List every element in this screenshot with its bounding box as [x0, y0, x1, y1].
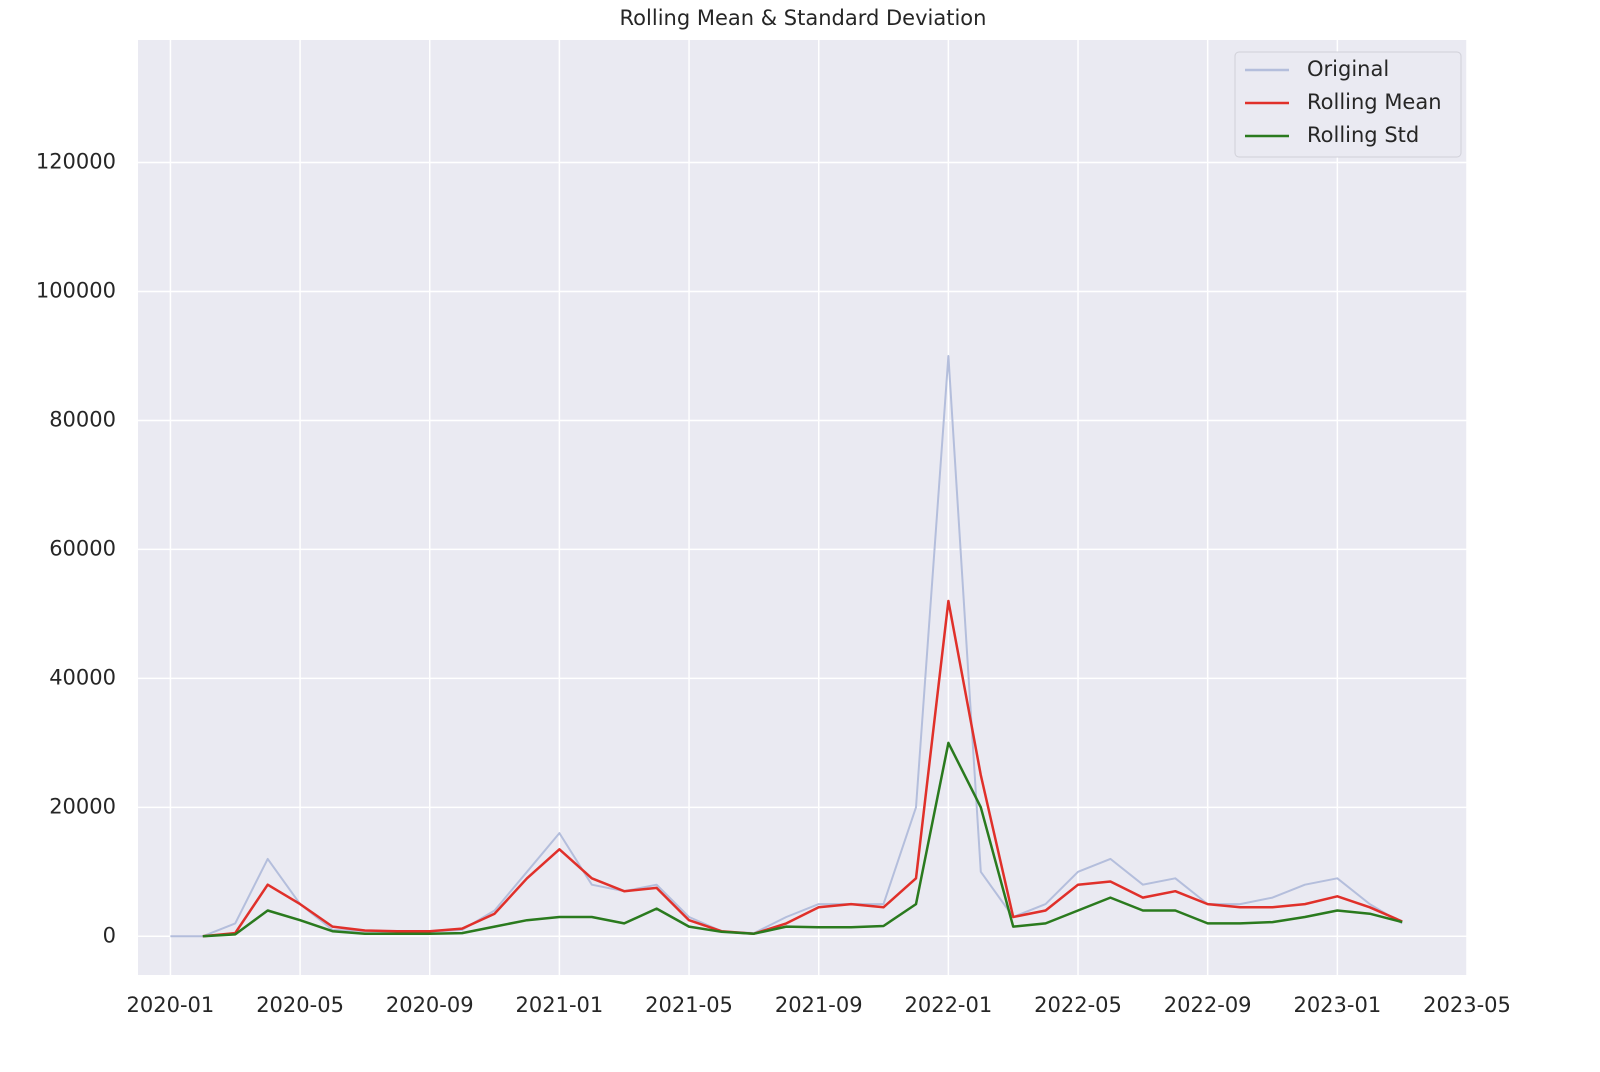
x-tick-label: 2020-09 — [386, 993, 474, 1017]
x-tick-label: 2022-01 — [904, 993, 992, 1017]
legend-box — [1234, 51, 1462, 158]
series-line — [202, 599, 1403, 938]
y-tick-label: 20000 — [49, 794, 116, 818]
x-tick-label: 2020-05 — [256, 993, 344, 1017]
x-tick-label: 2021-09 — [775, 993, 863, 1017]
x-tick-label: 2023-01 — [1293, 993, 1381, 1017]
y-tick-label: 40000 — [49, 665, 116, 689]
series-line — [202, 741, 1403, 938]
y-tick-label: 0 — [103, 923, 116, 947]
plot-area — [138, 40, 1467, 975]
y-tick-label: 60000 — [49, 536, 116, 560]
y-tick-label: 100000 — [36, 278, 116, 302]
x-tick-label: 2022-09 — [1164, 993, 1252, 1017]
y-tick-label: 80000 — [49, 407, 116, 431]
legend-label: Rolling Std — [1307, 123, 1419, 147]
x-tick-label: 2020-01 — [127, 993, 215, 1017]
x-tick-label: 2022-05 — [1034, 993, 1122, 1017]
chart-title: Rolling Mean & Standard Deviation — [620, 6, 987, 30]
legend-label: Rolling Mean — [1307, 90, 1442, 114]
x-tick-label: 2021-01 — [516, 993, 604, 1017]
x-tick-label: 2021-05 — [645, 993, 733, 1017]
legend-label: Original — [1307, 57, 1389, 81]
y-tick-label: 120000 — [36, 150, 116, 174]
x-tick-label: 2023-05 — [1423, 993, 1511, 1017]
